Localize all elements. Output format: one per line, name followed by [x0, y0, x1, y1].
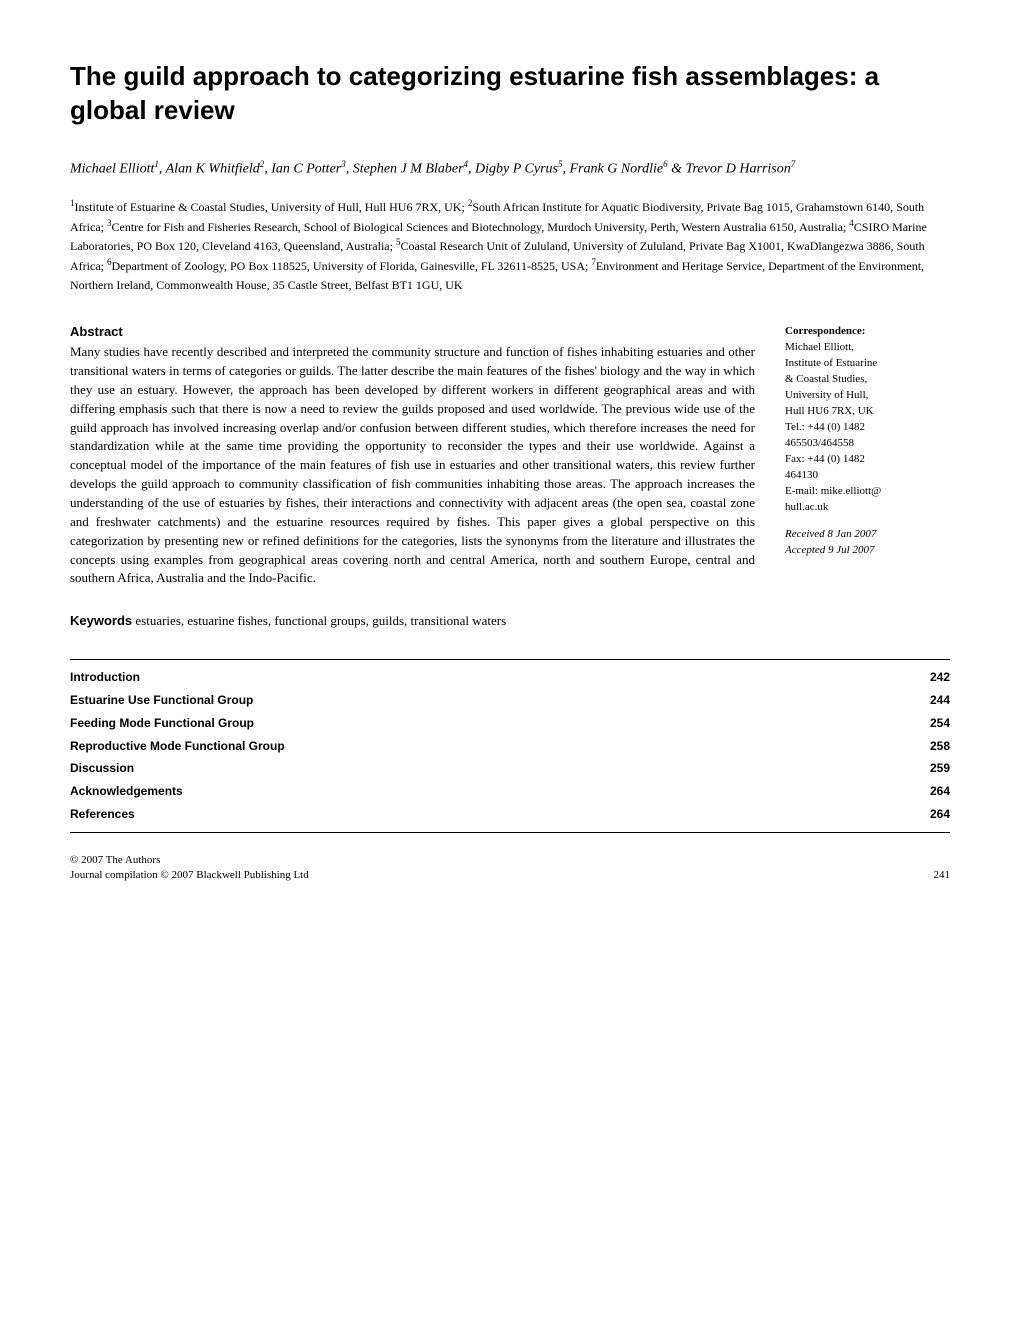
toc-row: Introduction 242 — [70, 666, 950, 689]
correspondence-line: 464130 — [785, 468, 950, 484]
correspondence-line: Institute of Estuarine — [785, 356, 950, 372]
affiliations: 1Institute of Estuarine & Coastal Studie… — [70, 197, 950, 294]
correspondence-line: Hull HU6 7RX, UK — [785, 404, 950, 420]
table-of-contents: Introduction242Estuarine Use Functional … — [70, 659, 950, 833]
toc-page: 258 — [930, 735, 950, 758]
received-date: Received 8 Jan 2007 — [785, 527, 950, 543]
abstract-correspondence-row: Abstract Many studies have recently desc… — [70, 324, 950, 588]
toc-page: 264 — [930, 780, 950, 803]
toc-row: Estuarine Use Functional Group 244 — [70, 689, 950, 712]
abstract-text: Many studies have recently described and… — [70, 343, 755, 588]
page-footer: © 2007 The Authors Journal compilation ©… — [70, 853, 950, 884]
toc-row: References 264 — [70, 803, 950, 826]
toc-row: Feeding Mode Functional Group 254 — [70, 712, 950, 735]
toc-label: Discussion — [70, 757, 134, 780]
correspondence-body: Michael Elliott,Institute of Estuarine& … — [785, 340, 950, 515]
toc-label: Reproductive Mode Functional Group — [70, 735, 285, 758]
correspondence-line: E-mail: mike.elliott@ — [785, 484, 950, 500]
correspondence-heading: Correspondence: — [785, 324, 950, 340]
toc-page: 242 — [930, 666, 950, 689]
correspondence-line: 465503/464558 — [785, 436, 950, 452]
keywords-label: Keywords — [70, 613, 132, 628]
correspondence-line: hull.ac.uk — [785, 500, 950, 516]
toc-label: Introduction — [70, 666, 140, 689]
toc-row: Reproductive Mode Functional Group 258 — [70, 735, 950, 758]
correspondence-line: Fax: +44 (0) 1482 — [785, 452, 950, 468]
toc-row: Acknowledgements 264 — [70, 780, 950, 803]
accepted-date: Accepted 9 Jul 2007 — [785, 543, 950, 559]
correspondence-line: & Coastal Studies, — [785, 372, 950, 388]
correspondence-line: Tel.: +44 (0) 1482 — [785, 420, 950, 436]
correspondence-column: Correspondence: Michael Elliott,Institut… — [785, 324, 950, 588]
correspondence-dates: Received 8 Jan 2007 Accepted 9 Jul 2007 — [785, 527, 950, 559]
toc-label: Estuarine Use Functional Group — [70, 689, 253, 712]
toc-page: 264 — [930, 803, 950, 826]
keywords-line: Keywords estuaries, estuarine fishes, fu… — [70, 613, 950, 629]
toc-page: 254 — [930, 712, 950, 735]
footer-page-number: 241 — [934, 868, 951, 883]
toc-label: References — [70, 803, 135, 826]
correspondence-line: Michael Elliott, — [785, 340, 950, 356]
toc-label: Acknowledgements — [70, 780, 183, 803]
toc-label: Feeding Mode Functional Group — [70, 712, 254, 735]
abstract-heading: Abstract — [70, 324, 755, 339]
footer-journal: Journal compilation © 2007 Blackwell Pub… — [70, 868, 309, 883]
abstract-column: Abstract Many studies have recently desc… — [70, 324, 755, 588]
toc-row: Discussion 259 — [70, 757, 950, 780]
toc-page: 244 — [930, 689, 950, 712]
toc-page: 259 — [930, 757, 950, 780]
correspondence-line: University of Hull, — [785, 388, 950, 404]
authors-line: Michael Elliott1, Alan K Whitfield2, Ian… — [70, 158, 950, 180]
footer-copyright: © 2007 The Authors — [70, 853, 950, 868]
keywords-text: estuaries, estuarine fishes, functional … — [132, 613, 506, 628]
article-title: The guild approach to categorizing estua… — [70, 60, 950, 128]
